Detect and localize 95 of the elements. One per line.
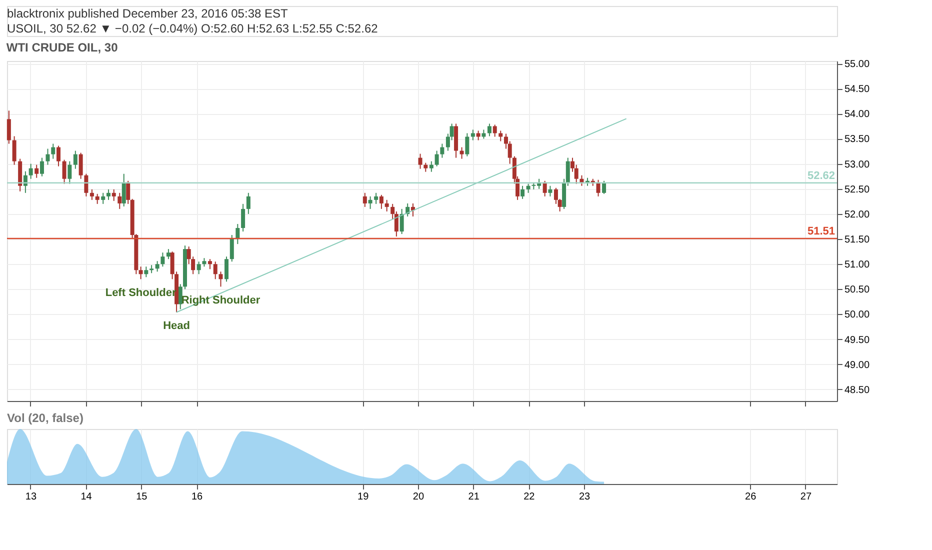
x-tick-label: 13 — [25, 492, 37, 502]
candlestick — [196, 261, 201, 275]
candlestick — [160, 252, 165, 268]
candlestick — [178, 284, 182, 310]
y-tick-label: 53.00 — [844, 159, 870, 170]
annotation: Head — [163, 320, 190, 332]
candlestick — [23, 170, 28, 194]
candlestick — [379, 194, 384, 210]
candlestick — [542, 180, 547, 197]
text: blacktronix published December 23, 2016 05:38 EST — [7, 6, 289, 20]
candlestick — [144, 266, 148, 278]
candlestick — [526, 183, 530, 194]
x-tick-label: 20 — [412, 492, 424, 502]
candlestick — [424, 162, 428, 172]
x-tick-label: 22 — [524, 492, 536, 502]
candlestick — [241, 203, 246, 232]
candlestick — [73, 150, 78, 170]
candlestick — [6, 110, 11, 144]
candlestick — [51, 143, 56, 160]
candlestick — [470, 129, 475, 141]
candlestick — [56, 145, 61, 167]
candlestick — [460, 146, 464, 160]
candlestick — [62, 159, 66, 184]
x-tick-label: 26 — [745, 492, 757, 502]
y-tick-label: 50.00 — [844, 310, 870, 321]
candlestick — [465, 132, 470, 157]
y-tick-label: 49.00 — [844, 360, 870, 371]
x-tick-label: 27 — [800, 492, 812, 502]
candlestick — [40, 157, 44, 177]
candlestick — [126, 180, 130, 204]
candlestick — [230, 234, 234, 262]
candlestick — [602, 180, 606, 194]
candlestick — [166, 248, 170, 260]
candlestick — [138, 266, 143, 280]
candlestick — [208, 258, 212, 270]
candlestick — [90, 188, 94, 200]
candlestick — [434, 150, 439, 167]
y-tick-label: 51.50 — [844, 234, 870, 246]
candlestick — [596, 179, 600, 197]
candlestick — [236, 223, 240, 245]
y-tick-label: 51.00 — [844, 260, 870, 271]
candlestick — [224, 256, 229, 282]
candlestick — [498, 130, 503, 142]
candlestick — [28, 163, 33, 180]
candlestick — [34, 164, 39, 178]
candlestick — [95, 193, 100, 204]
chart-title: WTI CRUDE OIL, 30 — [6, 40, 118, 55]
ref-line-label: 51.51 — [807, 226, 835, 238]
x-tick-label: 15 — [136, 492, 148, 502]
chart-title: Vol (20, false) — [7, 411, 84, 425]
x-tick-label: 16 — [191, 492, 204, 502]
candlestick — [12, 136, 16, 166]
candlestick — [400, 208, 404, 235]
candlestick — [368, 196, 372, 210]
y-tick-label: 52.50 — [844, 184, 870, 196]
candlestick — [122, 173, 126, 207]
candlestick — [548, 185, 552, 197]
y-tick-label: 55.00 — [844, 59, 870, 70]
x-tick-label: 19 — [358, 492, 370, 502]
candlestick — [246, 192, 250, 214]
y-tick-label: 49.50 — [844, 334, 870, 346]
y-tick-label: 50.50 — [844, 284, 870, 296]
candlestick — [118, 192, 122, 210]
candlestick — [362, 192, 367, 208]
candlestick — [218, 271, 223, 288]
candlestick — [155, 260, 160, 272]
ref-line-label: 52.62 — [807, 170, 835, 182]
candlestick — [492, 124, 497, 138]
y-tick-label: 53.50 — [844, 134, 870, 146]
candlestick — [101, 192, 106, 204]
y-tick-label: 52.00 — [844, 209, 870, 220]
candlestick — [440, 143, 444, 158]
candlestick — [46, 148, 50, 166]
y-tick-label: 48.50 — [844, 384, 870, 396]
candlestick — [213, 261, 218, 280]
x-tick-label: 23 — [578, 492, 591, 502]
candlestick — [418, 153, 422, 170]
candlestick — [580, 174, 584, 186]
candlestick — [374, 192, 378, 204]
candlestick — [487, 123, 492, 137]
candlestick — [106, 188, 110, 200]
candlestick — [112, 188, 116, 202]
text: USOIL, 30 52.62 ▼ −0.02 (−0.04%) O:52.60 H:52.63 L:52.55 C:52.62 — [7, 22, 378, 36]
y-tick-label: 54.50 — [844, 84, 870, 96]
candlestick — [68, 160, 72, 184]
x-tick-label: 21 — [468, 492, 480, 502]
y-tick-label: 54.00 — [844, 109, 870, 120]
candlestick — [520, 185, 525, 200]
candlestick — [476, 130, 480, 141]
candlestick — [84, 173, 88, 197]
candlestick — [482, 129, 486, 140]
candlestick — [78, 152, 83, 180]
candlestick — [384, 199, 389, 212]
x-tick-label: 14 — [80, 492, 92, 502]
candlestick — [429, 160, 434, 172]
